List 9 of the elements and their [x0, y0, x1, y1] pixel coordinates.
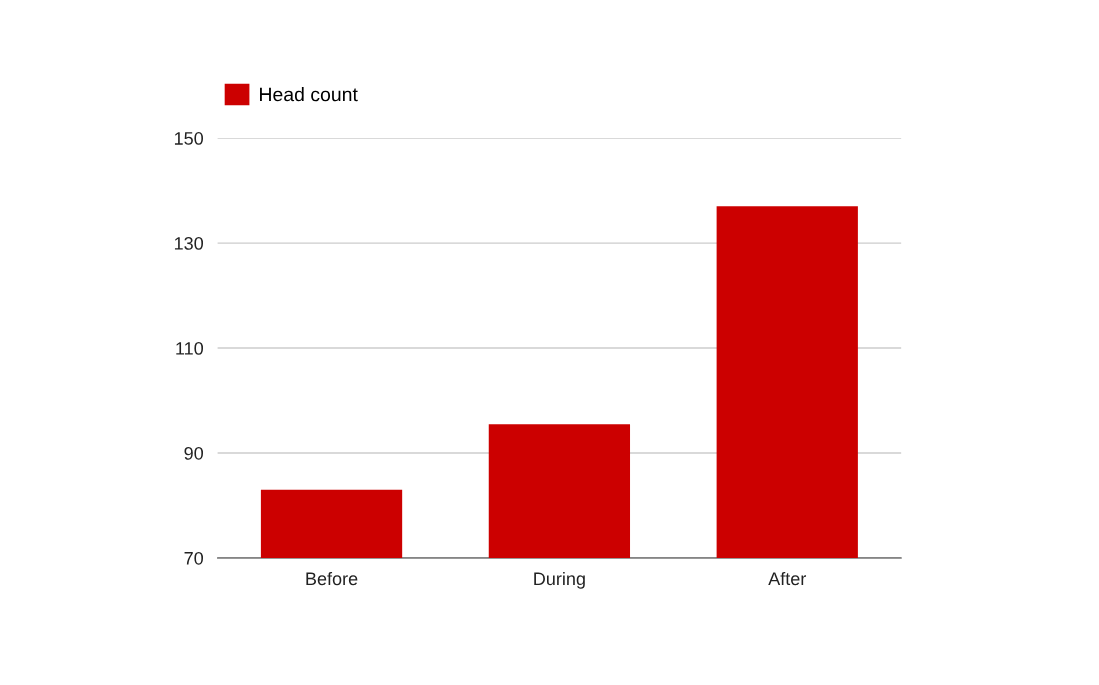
y-tick-label: 110 — [176, 341, 204, 355]
x-tick-label: During — [534, 571, 585, 589]
x-tick-label: Before — [306, 571, 358, 586]
y-tick-label: 70 — [184, 551, 204, 565]
y-tick-label: 130 — [174, 237, 204, 250]
x-tick-label: After — [768, 571, 807, 586]
y-tick-label: 150 — [174, 132, 204, 145]
y-tick-label: 90 — [184, 446, 204, 460]
legend-label: Head count — [260, 87, 358, 102]
